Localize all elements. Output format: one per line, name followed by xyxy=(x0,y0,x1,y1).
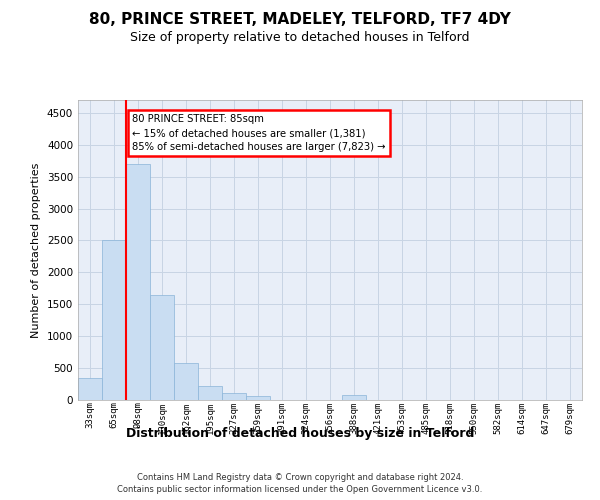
Text: Size of property relative to detached houses in Telford: Size of property relative to detached ho… xyxy=(130,31,470,44)
Bar xyxy=(78,378,102,400)
Text: Contains HM Land Registry data © Crown copyright and database right 2024.: Contains HM Land Registry data © Crown c… xyxy=(137,472,463,482)
Bar xyxy=(126,164,150,400)
Text: Contains public sector information licensed under the Open Government Licence v3: Contains public sector information licen… xyxy=(118,485,482,494)
Y-axis label: Number of detached properties: Number of detached properties xyxy=(31,162,41,338)
Text: Distribution of detached houses by size in Telford: Distribution of detached houses by size … xyxy=(126,428,474,440)
Bar xyxy=(150,294,174,400)
Bar xyxy=(342,395,366,400)
Text: 80, PRINCE STREET, MADELEY, TELFORD, TF7 4DY: 80, PRINCE STREET, MADELEY, TELFORD, TF7… xyxy=(89,12,511,28)
Text: 80 PRINCE STREET: 85sqm
← 15% of detached houses are smaller (1,381)
85% of semi: 80 PRINCE STREET: 85sqm ← 15% of detache… xyxy=(132,114,386,152)
Bar xyxy=(174,363,198,400)
Bar xyxy=(102,240,126,400)
Bar xyxy=(246,396,270,400)
Bar xyxy=(198,386,222,400)
Bar xyxy=(222,394,246,400)
